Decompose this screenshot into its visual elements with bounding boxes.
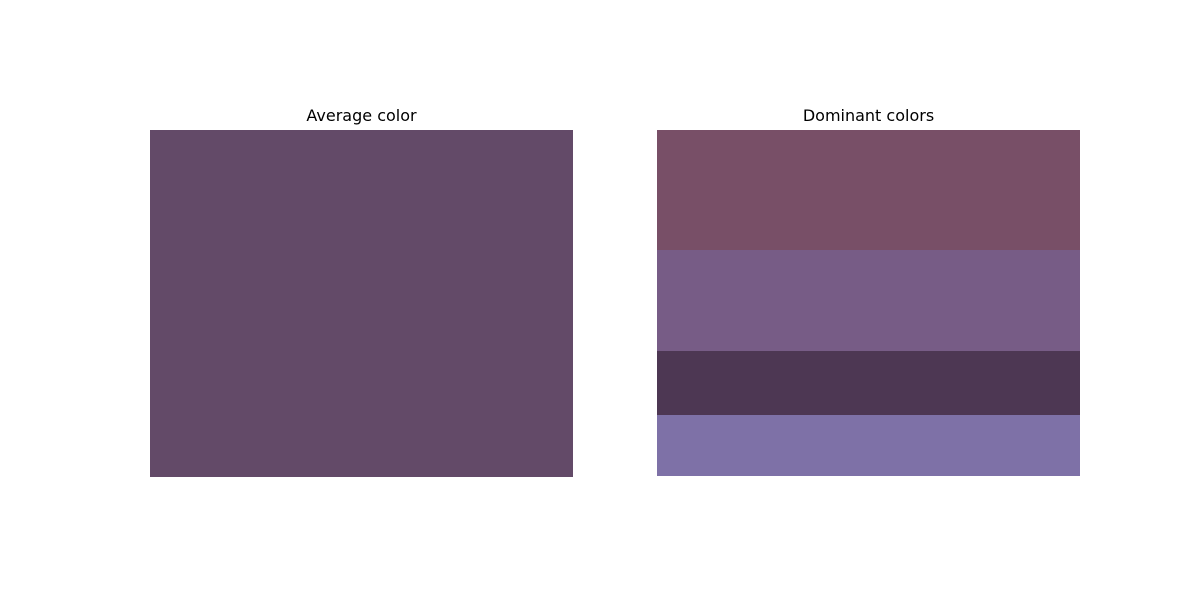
dominant-color-swatch-1: [657, 130, 1080, 251]
average-color-title: Average color: [306, 106, 417, 125]
dominant-colors-title: Dominant colors: [802, 106, 935, 125]
average-color-swatch-area: [150, 130, 573, 477]
dominant-colors-swatch-area: [657, 130, 1080, 477]
dominant-color-swatch-2: [657, 250, 1080, 352]
dominant-color-swatch-4: [657, 415, 1080, 477]
average-color-swatch-1: [150, 130, 573, 477]
dominant-color-swatch-3: [657, 351, 1080, 416]
dominant-colors-panel: Dominant colors: [657, 106, 1080, 477]
average-color-panel: Average color: [150, 106, 573, 477]
